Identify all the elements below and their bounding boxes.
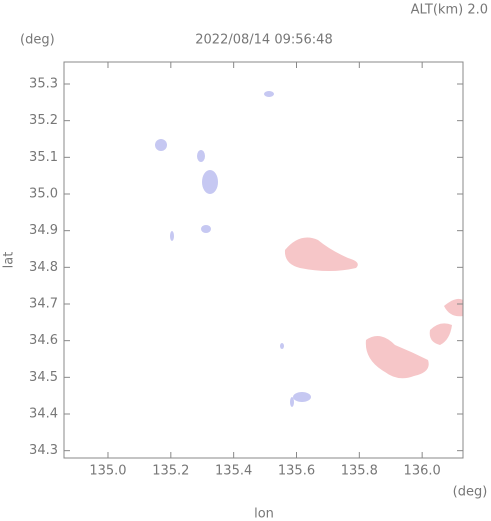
y-tick-label: 34.3	[29, 443, 58, 458]
y-tick-label: 34.5	[29, 370, 58, 385]
y-tick-label: 34.8	[29, 260, 58, 275]
x-tick-label: 136.0	[404, 464, 441, 479]
altitude-label: ALT(km) 2.0	[411, 3, 488, 18]
y-tick-label: 34.9	[29, 223, 58, 238]
echoes	[155, 91, 463, 407]
y-unit: (deg)	[20, 33, 55, 48]
y-tick-label: 35.3	[29, 77, 58, 92]
x-tick-label: 135.6	[278, 464, 315, 479]
x-tick-label: 135.2	[152, 464, 189, 479]
x-tick-label: 135.8	[341, 464, 378, 479]
y-tick-label: 35.1	[29, 150, 58, 165]
x-tick-label: 135.0	[89, 464, 126, 479]
chart-title: 2022/08/14 09:56:48	[195, 33, 332, 48]
y-tick-label: 34.4	[29, 407, 58, 422]
y-tick-label: 35.0	[29, 187, 58, 202]
x-unit: (deg)	[453, 485, 488, 500]
x-axis-label: lon	[254, 507, 274, 521]
plot-frame	[63, 61, 464, 459]
x-tick-label: 135.4	[215, 464, 252, 479]
y-tick-label: 34.7	[29, 297, 58, 312]
y-tick-label: 34.6	[29, 333, 58, 348]
y-axis-label: lat	[2, 252, 17, 269]
y-tick-label: 35.2	[29, 113, 58, 128]
